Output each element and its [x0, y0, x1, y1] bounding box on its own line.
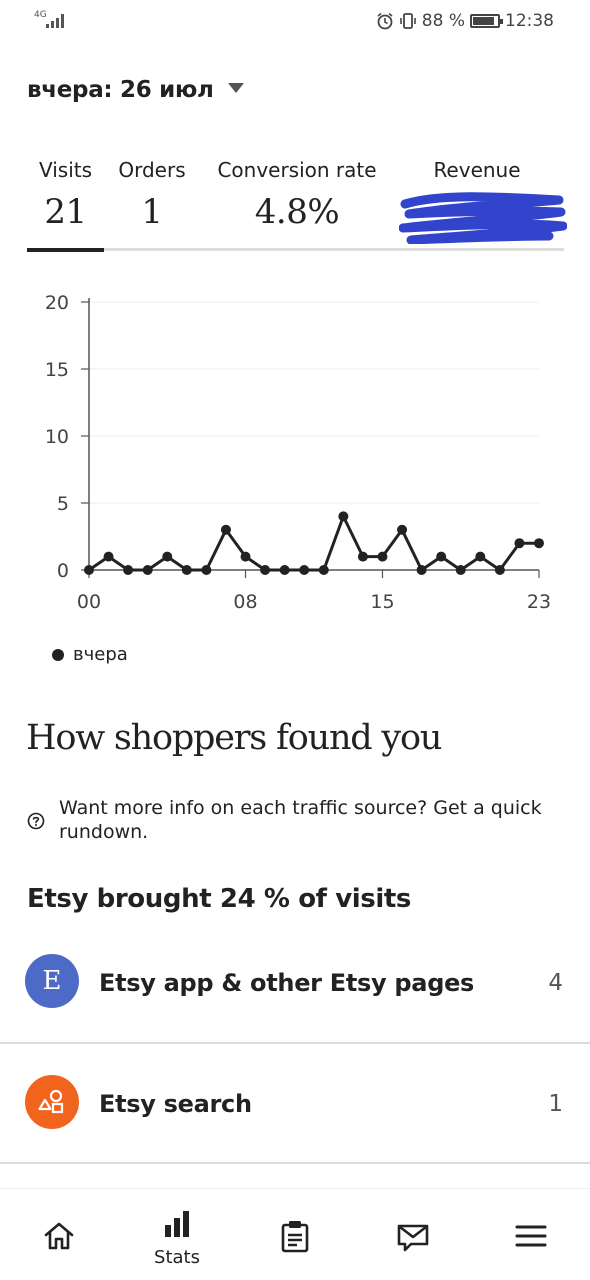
legend-dot-icon [52, 648, 64, 661]
data-point [240, 551, 251, 562]
etsy-e-icon: E [25, 954, 79, 1008]
data-point [103, 551, 114, 562]
x-tick-label: 23 [527, 591, 551, 613]
metric-label: Conversion rate [217, 158, 377, 182]
active-tab-indicator [27, 248, 104, 252]
orders-clipboard-icon [281, 1221, 309, 1253]
nav-home[interactable] [0, 1189, 118, 1280]
data-point [260, 565, 271, 575]
data-point [299, 565, 310, 575]
battery-icon [470, 14, 503, 28]
data-point [181, 565, 192, 575]
x-tick-label: 00 [77, 591, 101, 613]
y-tick-label: 20 [45, 292, 69, 314]
data-point [377, 551, 388, 562]
nav-label: Stats [154, 1247, 200, 1268]
messages-envelope-icon [397, 1224, 429, 1252]
data-point [357, 551, 368, 562]
y-tick-label: 0 [57, 560, 69, 582]
visits-line-chart: 0 5 10 15 20 00 08 15 23 [45, 292, 551, 613]
date-range-label: вчера: 26 июл [27, 77, 214, 103]
legend-label: вчера [73, 644, 128, 665]
data-point [162, 551, 173, 562]
data-point [220, 524, 231, 535]
home-icon [44, 1222, 74, 1250]
chart-legend: вчера [52, 644, 128, 665]
stats-icon [165, 1211, 189, 1237]
data-point [318, 565, 329, 575]
info-text: Want more info on each traffic source? G… [59, 797, 542, 843]
metric-label: Revenue [433, 158, 521, 182]
row-divider [0, 1042, 590, 1044]
etsy-e-letter: E [42, 966, 62, 996]
caret-down-icon [227, 83, 244, 93]
bottom-navigation: Stats [0, 1188, 590, 1280]
data-point [534, 538, 544, 549]
metric-tab-orders[interactable]: Orders 1 [112, 152, 192, 248]
battery-percent: 88 % [421, 11, 465, 31]
metric-tab-revenue[interactable]: Revenue [412, 152, 542, 248]
traffic-source-row[interactable]: Etsy search 1 [0, 1044, 590, 1164]
metric-label: Orders [118, 158, 186, 182]
data-point [142, 565, 153, 575]
metric-tab-conversion-rate[interactable]: Conversion rate 4.8% [207, 152, 387, 248]
metric-tabs: Visits 21 Orders 1 Conversion rate 4.8% … [27, 152, 567, 252]
nav-menu[interactable] [472, 1189, 590, 1280]
clock: 12:38 [505, 11, 554, 31]
metric-tab-visits[interactable]: Visits 21 [27, 152, 104, 248]
data-point [494, 565, 505, 575]
source-count: 1 [548, 1091, 563, 1117]
alarm-icon [377, 12, 393, 30]
data-point [416, 565, 427, 575]
y-tick-label: 5 [57, 493, 69, 515]
data-point [84, 565, 94, 575]
data-point [201, 565, 212, 575]
shapes-icon [25, 1075, 79, 1129]
network-type: 4G [34, 10, 47, 20]
series-line [88, 514, 539, 572]
vibrate-icon [399, 13, 416, 29]
tabs-baseline [27, 248, 564, 251]
metric-value: 1 [141, 192, 163, 232]
menu-icon [515, 1225, 547, 1247]
help-icon [27, 812, 45, 830]
metric-label: Visits [38, 158, 93, 182]
section-title: How shoppers found you [26, 718, 442, 758]
metric-value: 4.8% [254, 192, 340, 232]
source-count: 4 [548, 970, 563, 996]
signal-icon [46, 14, 64, 28]
date-range-selector[interactable]: вчера: 26 июл [27, 74, 244, 106]
source-label: Etsy search [99, 1090, 252, 1118]
traffic-source-row[interactable]: E Etsy app & other Etsy pages 4 [0, 924, 590, 1044]
data-point [279, 565, 290, 575]
y-tick-label: 10 [45, 426, 69, 448]
nav-stats[interactable]: Stats [118, 1189, 236, 1280]
nav-orders[interactable] [236, 1189, 354, 1280]
shapes-glyph-icon [38, 1089, 64, 1114]
nav-messages[interactable] [354, 1189, 472, 1280]
data-point [338, 511, 349, 522]
etsy-share-subtitle: Etsy brought 24 % of visits [27, 884, 411, 914]
x-tick-label: 08 [233, 591, 257, 613]
x-tick-label: 15 [370, 591, 394, 613]
source-label: Etsy app & other Etsy pages [99, 969, 475, 997]
data-point [397, 524, 408, 535]
status-right: 88 % 12:38 [376, 10, 554, 32]
row-divider [0, 1162, 590, 1164]
traffic-info-link[interactable]: Want more info on each traffic source? G… [27, 796, 547, 844]
data-point [123, 565, 134, 575]
data-point [514, 538, 525, 549]
metric-value: 21 [44, 192, 87, 232]
data-point [475, 551, 486, 562]
status-bar: 4G 88 % 12:38 [0, 0, 590, 44]
data-point [455, 565, 466, 575]
redaction-scribble [399, 192, 567, 244]
y-tick-label: 15 [45, 359, 69, 381]
data-point [436, 551, 447, 562]
